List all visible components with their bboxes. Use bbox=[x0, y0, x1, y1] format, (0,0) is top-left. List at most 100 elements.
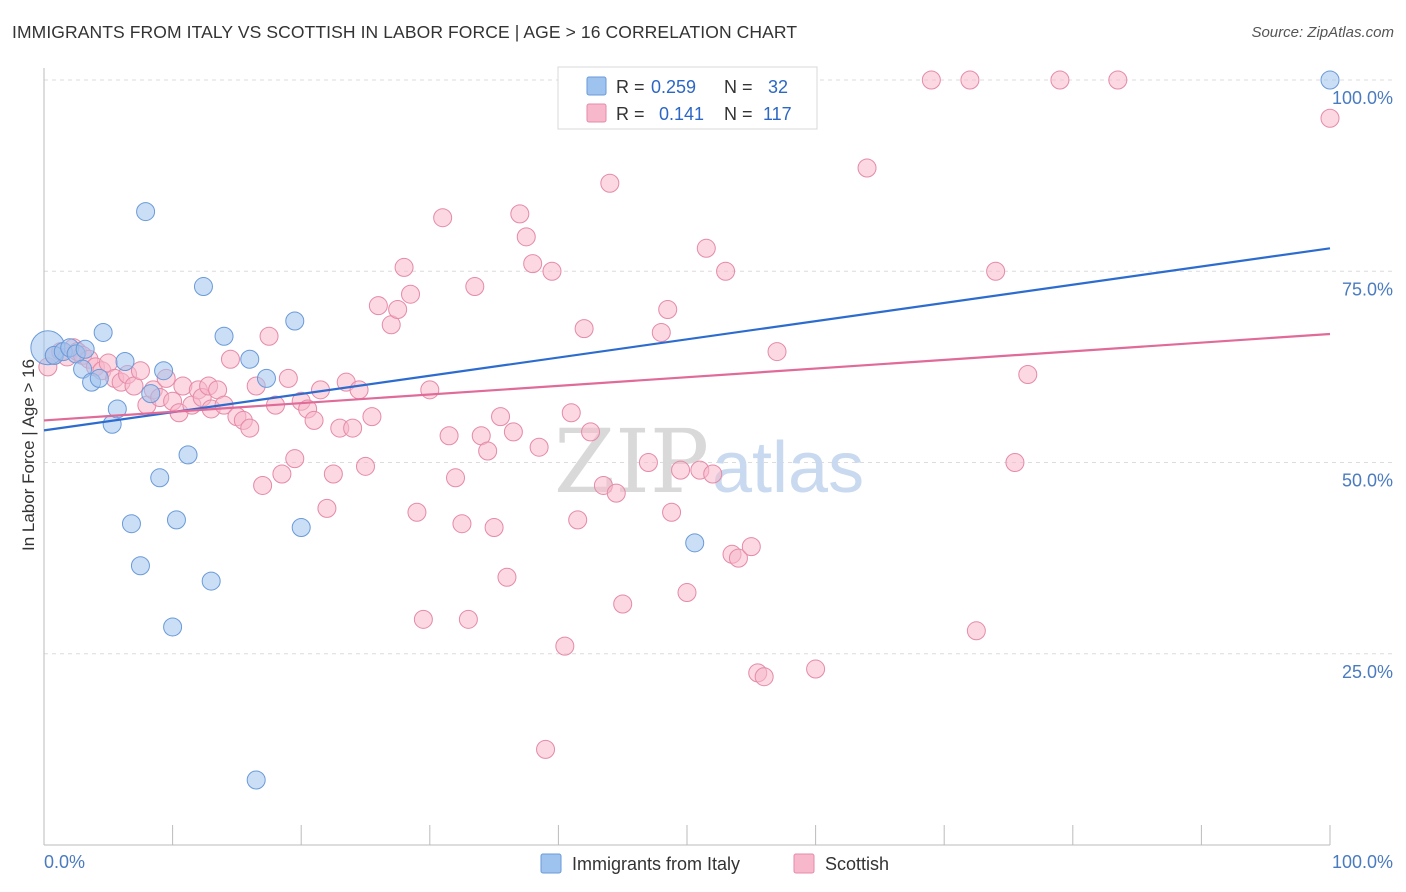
scottish-point bbox=[401, 284, 421, 304]
watermark-zip: ZIP bbox=[554, 410, 709, 513]
scottish-point bbox=[259, 326, 279, 346]
scottish-point bbox=[662, 502, 682, 522]
chart-title: IMMIGRANTS FROM ITALY VS SCOTTISH IN LAB… bbox=[12, 22, 798, 42]
scottish-point bbox=[728, 548, 748, 568]
scottish-point bbox=[1050, 70, 1070, 90]
scottish-point bbox=[356, 456, 375, 476]
scottish-point bbox=[478, 441, 498, 461]
scottish-point bbox=[574, 319, 594, 339]
scottish-point bbox=[529, 437, 549, 457]
scottish-point bbox=[677, 583, 697, 603]
italy-point bbox=[136, 202, 156, 222]
scottish-point bbox=[581, 422, 601, 442]
italy-point bbox=[121, 514, 141, 534]
scottish-point bbox=[1005, 453, 1025, 472]
scottish-point bbox=[606, 483, 626, 503]
italy-point bbox=[73, 359, 93, 379]
scottish-point bbox=[523, 254, 543, 274]
scottish-point bbox=[542, 261, 562, 281]
series-legend: Immigrants from Italy Scottish bbox=[540, 853, 889, 874]
italy-point bbox=[1320, 70, 1340, 90]
scottish-point bbox=[407, 502, 427, 522]
scottish-point bbox=[671, 460, 691, 480]
scottish-point bbox=[439, 426, 459, 446]
scottish-point bbox=[458, 609, 478, 629]
scottish-point bbox=[253, 475, 273, 495]
scottish-point bbox=[278, 368, 298, 388]
scottish-point bbox=[703, 464, 723, 484]
legend-r-scottish: 0.141 bbox=[659, 104, 704, 124]
scottish-point bbox=[413, 609, 433, 629]
scottish-point bbox=[806, 659, 826, 679]
scottish-point bbox=[536, 739, 556, 759]
y-tick-label: 100.0% bbox=[1332, 88, 1393, 108]
x-tick-right: 100.0% bbox=[1332, 852, 1393, 872]
legend-swatch-italy bbox=[586, 76, 607, 96]
scottish-point bbox=[220, 349, 240, 369]
scottish-point bbox=[561, 403, 581, 423]
italy-point bbox=[163, 617, 183, 637]
legend-r-label: R = bbox=[616, 77, 645, 97]
scottish-point bbox=[960, 70, 980, 90]
scottish-point bbox=[638, 453, 658, 472]
series-italy-points bbox=[30, 70, 1340, 790]
scottish-point bbox=[368, 296, 388, 316]
axes bbox=[43, 68, 1331, 846]
italy-point bbox=[285, 311, 305, 331]
scottish-point bbox=[484, 518, 504, 538]
italy-point bbox=[166, 510, 186, 530]
italy-point bbox=[178, 445, 198, 465]
italy-point bbox=[201, 571, 221, 591]
scottish-trend-line bbox=[43, 332, 1331, 422]
scottish-point bbox=[349, 380, 369, 400]
scottish-point bbox=[754, 667, 774, 687]
italy-point bbox=[93, 322, 113, 342]
scottish-point bbox=[343, 418, 363, 438]
legend-n-label: N = bbox=[724, 104, 753, 124]
scottish-point bbox=[1320, 108, 1340, 128]
scottish-point bbox=[420, 380, 440, 400]
italy-point bbox=[246, 770, 266, 790]
y-tick-label: 25.0% bbox=[1342, 662, 1393, 682]
source-label: Source: ZipAtlas.com bbox=[1251, 24, 1394, 41]
scottish-point bbox=[465, 277, 485, 297]
scottish-point bbox=[362, 407, 382, 427]
bottom-legend-swatch-italy bbox=[540, 853, 562, 874]
trend-lines bbox=[43, 247, 1331, 432]
italy-point bbox=[150, 468, 170, 488]
scottish-point bbox=[516, 227, 536, 247]
italy-point bbox=[107, 399, 127, 419]
scottish-point bbox=[568, 510, 588, 530]
scottish-point bbox=[651, 322, 671, 342]
bottom-legend-scottish: Scottish bbox=[825, 854, 889, 874]
scottish-point bbox=[497, 567, 517, 587]
scottish-point bbox=[767, 342, 787, 362]
y-axis-label: In Labor Force | Age > 16 bbox=[19, 359, 38, 551]
legend-r-italy: 0.259 bbox=[651, 77, 696, 97]
scottish-point bbox=[986, 261, 1006, 281]
scottish-point bbox=[304, 410, 324, 430]
scottish-point bbox=[921, 70, 941, 90]
scottish-point bbox=[503, 422, 523, 442]
italy-point bbox=[193, 277, 213, 297]
scottish-point bbox=[1108, 70, 1128, 90]
italy-point bbox=[75, 339, 95, 359]
scottish-point bbox=[130, 361, 150, 381]
legend-n-label: N = bbox=[724, 77, 753, 97]
scottish-point bbox=[696, 238, 716, 258]
italy-point bbox=[214, 326, 234, 346]
scottish-point bbox=[317, 498, 337, 518]
italy-point bbox=[115, 352, 135, 372]
scottish-point bbox=[285, 449, 305, 469]
scottish-point bbox=[491, 407, 511, 427]
italy-trend-line bbox=[43, 247, 1331, 432]
legend-n-scottish: 117 bbox=[763, 104, 792, 124]
italy-point bbox=[154, 361, 174, 381]
scottish-point bbox=[323, 464, 343, 484]
y-tick-label: 75.0% bbox=[1342, 279, 1393, 299]
legend-r-label: R = bbox=[616, 104, 645, 124]
italy-point bbox=[291, 518, 311, 538]
scottish-point bbox=[716, 261, 736, 281]
legend-swatch-scottish bbox=[586, 103, 607, 123]
